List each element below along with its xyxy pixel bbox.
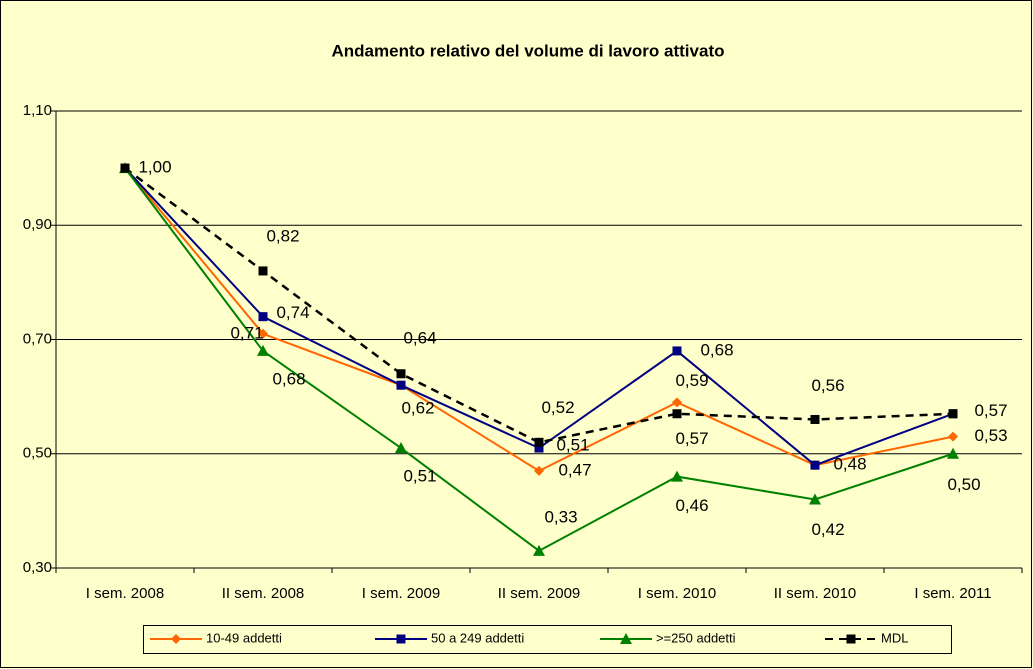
marker: [620, 633, 632, 644]
chart-title: Andamento relativo del volume di lavoro …: [332, 41, 725, 60]
data-label: 0,50: [947, 475, 980, 494]
x-tick-label: I sem. 2011: [914, 585, 991, 602]
x-tick-label: I sem. 2008: [86, 585, 164, 602]
marker: [395, 442, 407, 454]
marker: [534, 465, 544, 476]
marker: [396, 380, 406, 390]
marker: [534, 437, 544, 447]
marker: [948, 431, 958, 442]
marker: [257, 344, 269, 356]
data-label: 0,62: [401, 399, 434, 418]
marker: [810, 414, 820, 424]
legend-box: [143, 625, 952, 654]
marker: [810, 460, 820, 470]
x-tick-label: II sem. 2008: [222, 585, 305, 602]
x-tick-label: II sem. 2009: [498, 585, 581, 602]
marker: [672, 409, 682, 419]
data-label: 0,82: [266, 226, 299, 245]
marker: [846, 634, 856, 644]
marker: [671, 470, 683, 482]
data-label: 0,53: [974, 426, 1007, 445]
data-label: 0,51: [403, 467, 436, 486]
marker: [258, 266, 268, 276]
data-label: 0,51: [556, 436, 589, 455]
data-label: 0,48: [833, 455, 866, 474]
marker: [672, 346, 682, 356]
data-label: 0,57: [675, 429, 708, 448]
legend-label: >=250 addetti: [656, 630, 736, 645]
data-label: 0,47: [558, 460, 591, 479]
marker: [947, 447, 959, 459]
data-label: 0,74: [276, 303, 309, 322]
legend-label: 10-49 addetti: [206, 630, 282, 645]
y-tick-label: 1,10: [23, 102, 52, 119]
marker: [809, 493, 821, 505]
y-tick-label: 0,50: [23, 445, 52, 462]
marker: [672, 397, 682, 408]
data-label: 0,52: [541, 398, 574, 417]
data-label: 0,42: [811, 520, 844, 539]
data-label: 0,64: [403, 328, 436, 347]
marker: [258, 312, 268, 322]
marker: [120, 163, 130, 173]
marker: [258, 328, 268, 339]
y-tick-label: 0,70: [23, 330, 52, 347]
data-label: 0,56: [811, 376, 844, 395]
data-label: 0,71: [230, 323, 263, 342]
data-label: 0,33: [544, 507, 577, 526]
data-label: 0,68: [272, 369, 305, 388]
y-tick-label: 0,90: [23, 216, 52, 233]
data-label: 0,59: [675, 371, 708, 390]
marker: [533, 544, 545, 556]
legend-label: 50 a 249 addetti: [431, 630, 524, 645]
marker: [396, 369, 406, 379]
data-label: 0,57: [974, 401, 1007, 420]
marker: [948, 409, 958, 419]
legend-label: MDL: [881, 630, 908, 645]
x-tick-label: I sem. 2009: [362, 585, 440, 602]
data-label: 1,00: [138, 158, 171, 177]
data-label: 0,68: [700, 340, 733, 359]
marker: [396, 634, 406, 644]
marker: [171, 634, 181, 644]
x-tick-label: II sem. 2010: [774, 585, 857, 602]
data-label: 0,46: [675, 496, 708, 515]
x-tick-label: I sem. 2010: [638, 585, 716, 602]
y-tick-label: 0,30: [23, 559, 52, 576]
marker: [534, 443, 544, 453]
